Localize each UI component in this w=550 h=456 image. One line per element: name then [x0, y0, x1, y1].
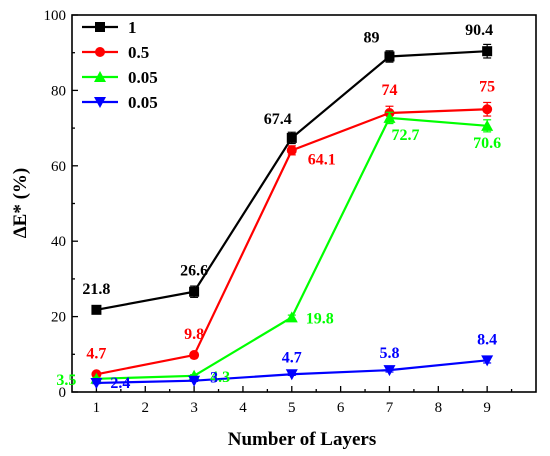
- legend-marker: [94, 97, 106, 108]
- series-line: [96, 116, 488, 380]
- x-tick-label: 8: [435, 400, 443, 416]
- legend-marker: [95, 22, 105, 32]
- series-0: [91, 43, 493, 315]
- data-label: 8.4: [477, 331, 497, 348]
- data-labels: 21.8 26.6 67.4 89 90.4 4.7 9.8 64.1 74 75 3.5 4.3 19…: [56, 22, 501, 392]
- x-tick-label: 4: [239, 400, 247, 416]
- data-label: 89: [363, 29, 379, 46]
- legend-label: 0.05: [128, 93, 158, 112]
- data-label: 26.6: [180, 263, 208, 280]
- data-label: 75: [479, 78, 495, 95]
- data-label: 4.7: [86, 345, 106, 362]
- data-label: 21.8: [82, 281, 110, 298]
- data-point: [188, 375, 201, 387]
- legend-label: 0.05: [128, 68, 158, 87]
- y-tick-label: 60: [51, 159, 66, 175]
- x-tick-label: 1: [93, 400, 101, 416]
- data-label: 4.3: [210, 369, 230, 386]
- data-point: [285, 369, 298, 381]
- y-tick-label: 80: [51, 83, 66, 99]
- x-tick-label: 7: [386, 400, 394, 416]
- data-point: [482, 46, 493, 57]
- data-point: [286, 145, 297, 156]
- data-label: 4.7: [282, 349, 302, 366]
- data-point: [286, 132, 297, 143]
- y-axis-title: ΔE* (%): [10, 168, 31, 239]
- legend-entry: 0.05: [82, 93, 158, 112]
- data-label: 64.1: [308, 151, 336, 168]
- data-point: [285, 311, 298, 323]
- data-label: 3: [210, 370, 218, 387]
- y-tick-label: 20: [51, 310, 66, 326]
- data-label: 19.8: [306, 310, 334, 327]
- legend-marker: [95, 47, 105, 57]
- data-label: 9.8: [184, 326, 204, 343]
- data-point: [90, 377, 103, 389]
- data-label: 70.6: [473, 135, 501, 152]
- legend-marker: [94, 71, 106, 82]
- data-point: [189, 286, 200, 297]
- data-label: 74: [381, 82, 397, 99]
- series-line: [96, 50, 488, 311]
- data-point: [383, 111, 396, 123]
- data-label: 72.7: [391, 127, 419, 144]
- data-point: [189, 350, 200, 361]
- legend-entry: 1: [82, 18, 137, 37]
- x-tick-label: 5: [288, 400, 296, 416]
- data-label: 3.5: [56, 372, 76, 389]
- legend-label: 1: [128, 18, 137, 37]
- legend: 1 0.5 0.05 0.05: [82, 18, 158, 112]
- series-3: [90, 355, 494, 389]
- x-tick-label: 2: [142, 400, 150, 416]
- legend-entry: 0.05: [82, 68, 158, 87]
- y-tick-label: 0: [59, 385, 67, 401]
- y-tick-label: 40: [51, 234, 66, 250]
- data-label: 5.8: [379, 345, 399, 362]
- series-layer: [90, 43, 494, 389]
- data-label: 2.4: [110, 375, 130, 392]
- legend-entry: 0.5: [82, 43, 149, 62]
- y-tick-label: 100: [44, 8, 67, 24]
- data-label: 90.4: [465, 22, 493, 39]
- legend-label: 0.5: [128, 43, 149, 62]
- data-point: [91, 304, 102, 315]
- data-point: [384, 51, 395, 62]
- data-point: [482, 104, 493, 115]
- x-tick-label: 3: [190, 400, 198, 416]
- x-axis-title: Number of Layers: [228, 429, 376, 450]
- data-point: [481, 355, 494, 367]
- x-tick-label: 9: [483, 400, 491, 416]
- data-point: [383, 365, 396, 377]
- data-label: 67.4: [264, 111, 292, 128]
- x-tick-label: 6: [337, 400, 345, 416]
- data-point: [481, 119, 494, 131]
- series-1: [91, 101, 493, 380]
